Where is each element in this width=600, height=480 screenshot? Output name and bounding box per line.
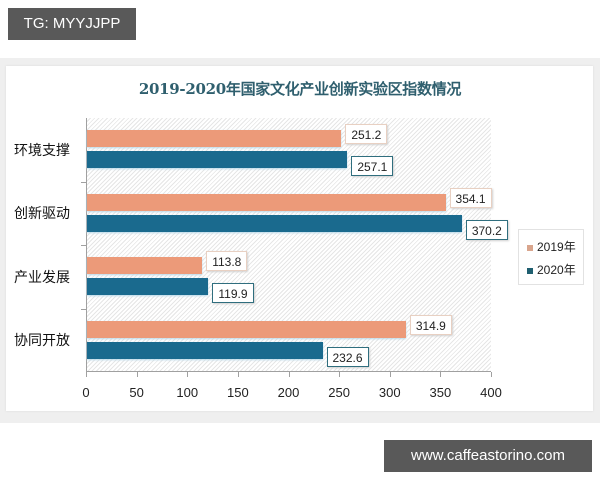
x-axis-tick-label: 150: [227, 385, 249, 400]
category-label: 创新驱动: [14, 206, 70, 223]
data-label: 251.2: [345, 124, 388, 144]
x-axis-tick-label: 300: [378, 385, 401, 400]
watermark-bottom: www.caffeastorino.com: [384, 440, 592, 472]
x-axis-tick: [187, 372, 189, 377]
data-label: 314.9: [409, 314, 452, 335]
x-axis-tick: [440, 372, 442, 377]
legend-label-2019: 2019年: [537, 240, 576, 254]
bar-2019: [87, 130, 342, 147]
legend-item-2019: 2019年: [527, 238, 576, 255]
x-axis-tick: [339, 372, 341, 377]
x-axis-tick: [136, 372, 138, 377]
bar-2019: [87, 193, 446, 211]
y-axis-tick: [81, 308, 86, 310]
data-label: 370.2: [465, 219, 508, 240]
x-axis-tick-label: 200: [277, 385, 300, 400]
bar-2019: [87, 320, 406, 338]
x-axis-tick-label: 350: [429, 385, 452, 400]
data-label: 257.1: [351, 156, 394, 176]
x-axis-tick-label: 400: [480, 385, 502, 400]
data-label: 119.9: [212, 283, 254, 303]
category-label: 环境支撑: [14, 142, 70, 159]
x-axis-tick: [86, 372, 87, 377]
category-label: 产业发展: [14, 269, 70, 286]
legend-swatch-2020: [527, 267, 533, 274]
chart-title: 2019-2020年国家文化产业创新实验区指数情况: [138, 80, 462, 98]
x-axis-tick: [491, 372, 492, 377]
x-axis-tick: [389, 372, 391, 377]
legend-label-2020: 2020年: [537, 263, 576, 277]
bar-2019: [87, 257, 203, 274]
x-axis-tick-label: 50: [129, 385, 144, 400]
y-axis-tick: [81, 181, 86, 183]
category-label: 协同开放: [14, 333, 70, 350]
data-label: 232.6: [326, 346, 369, 367]
bar-2020: [87, 151, 348, 168]
legend-swatch-2019: [527, 244, 533, 251]
x-axis-tick-label: 0: [82, 385, 90, 400]
legend-item-2020: 2020年: [527, 261, 576, 278]
x-axis-tick-label: 100: [176, 385, 199, 400]
bar-2020: [87, 278, 209, 295]
legend: 2019年 2020年: [518, 229, 584, 285]
data-label: 354.1: [449, 187, 492, 208]
x-axis-tick-label: 250: [328, 385, 350, 400]
x-axis-tick: [288, 372, 290, 377]
bar-2020: [87, 214, 462, 232]
y-axis-tick: [81, 245, 86, 246]
watermark-top: TG: MYYJJPP: [8, 8, 136, 40]
data-label: 113.8: [206, 251, 248, 271]
bar-2020: [87, 341, 323, 359]
x-axis-tick: [237, 372, 239, 377]
